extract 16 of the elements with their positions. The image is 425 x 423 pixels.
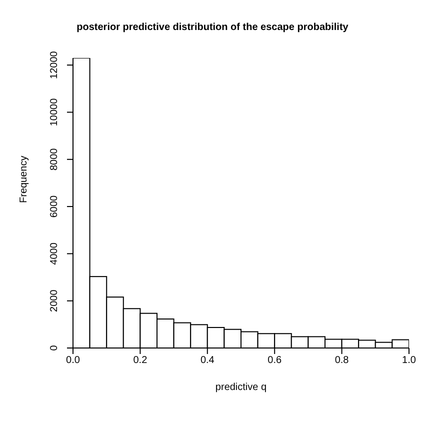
x-tick-label: 1.0 (402, 355, 416, 366)
x-tick-label: 0.8 (334, 355, 350, 366)
y-tick-label: 12000 (49, 50, 60, 79)
y-tick-label: 8000 (49, 148, 60, 171)
y-axis-title: Frequency (18, 156, 30, 203)
x-tick-label: 0.2 (133, 355, 148, 366)
y-tick-label: 0 (49, 344, 60, 351)
y-tick-label: 4000 (49, 242, 60, 265)
x-tick-label: 0.6 (268, 355, 282, 366)
y-tick-label: 10000 (49, 98, 60, 126)
x-tick-label: 0.0 (66, 355, 80, 366)
y-tick-label: 6000 (49, 194, 60, 218)
x-axis-title: predictive q (215, 382, 267, 393)
x-tick-label: 0.4 (200, 355, 215, 366)
y-tick-label: 2000 (49, 289, 60, 312)
chart-title: posterior predictive distribution of the escape probability (76, 22, 350, 33)
